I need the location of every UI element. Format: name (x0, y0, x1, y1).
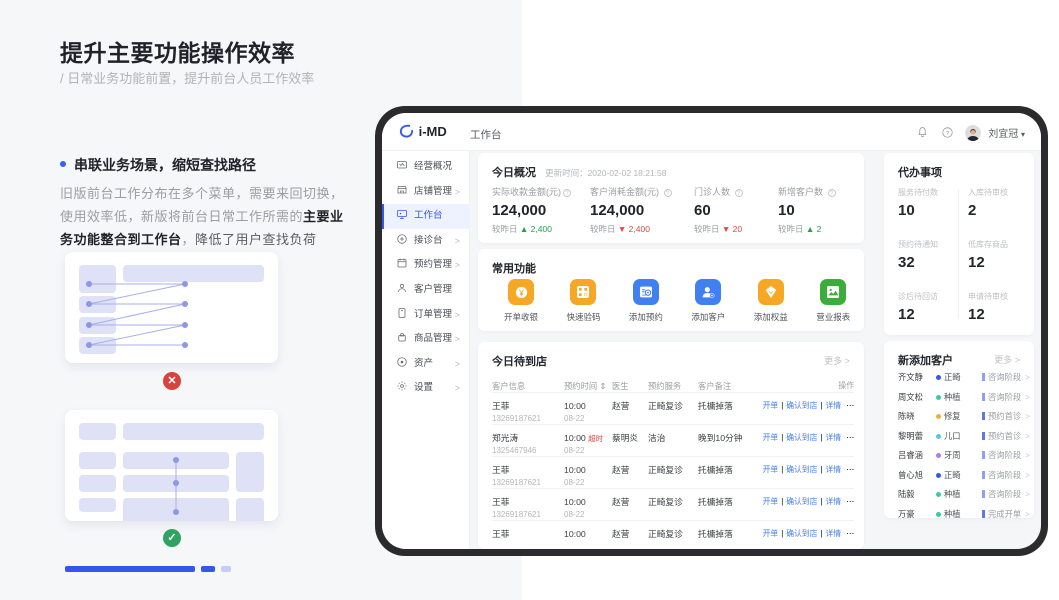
svg-text:?: ? (946, 131, 949, 137)
